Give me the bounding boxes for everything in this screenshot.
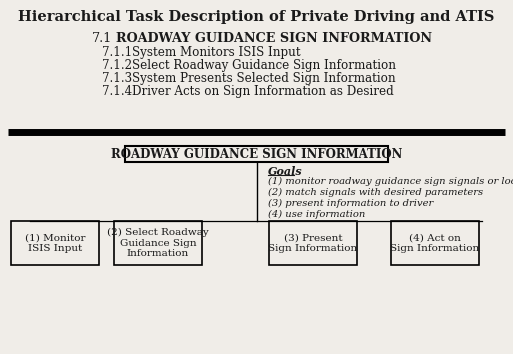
FancyBboxPatch shape <box>125 146 388 162</box>
Text: (1) monitor roadway guidance sign signals or location: (1) monitor roadway guidance sign signal… <box>268 177 513 186</box>
Text: 7.1.1: 7.1.1 <box>102 46 132 59</box>
Text: System Monitors ISIS Input: System Monitors ISIS Input <box>132 46 301 59</box>
Text: ROADWAY GUIDANCE SIGN INFORMATION: ROADWAY GUIDANCE SIGN INFORMATION <box>116 32 432 45</box>
FancyBboxPatch shape <box>11 221 99 265</box>
Text: (4) use information: (4) use information <box>268 210 365 219</box>
Text: System Presents Selected Sign Information: System Presents Selected Sign Informatio… <box>132 72 396 85</box>
Text: (2) match signals with desired parameters: (2) match signals with desired parameter… <box>268 188 483 197</box>
Text: (4) Act on
Sign Information: (4) Act on Sign Information <box>390 233 480 253</box>
FancyBboxPatch shape <box>269 221 357 265</box>
Text: (3) present information to driver: (3) present information to driver <box>268 199 433 208</box>
Text: 7.1: 7.1 <box>92 32 112 45</box>
Text: Goals: Goals <box>268 166 303 177</box>
Text: Hierarchical Task Description of Private Driving and ATIS: Hierarchical Task Description of Private… <box>18 10 494 24</box>
Text: Select Roadway Guidance Sign Information: Select Roadway Guidance Sign Information <box>132 59 396 72</box>
Text: 7.1.4: 7.1.4 <box>102 85 132 98</box>
FancyBboxPatch shape <box>114 221 202 265</box>
Text: (2) Select Roadway
Guidance Sign
Information: (2) Select Roadway Guidance Sign Informa… <box>107 228 209 258</box>
Text: (3) Present
Sign Information: (3) Present Sign Information <box>268 233 358 253</box>
Text: ROADWAY GUIDANCE SIGN INFORMATION: ROADWAY GUIDANCE SIGN INFORMATION <box>111 148 402 160</box>
Text: Driver Acts on Sign Information as Desired: Driver Acts on Sign Information as Desir… <box>132 85 394 98</box>
Text: 7.1.3: 7.1.3 <box>102 72 132 85</box>
Text: (1) Monitor
ISIS Input: (1) Monitor ISIS Input <box>25 233 85 253</box>
FancyBboxPatch shape <box>391 221 479 265</box>
Text: 7.1.2: 7.1.2 <box>102 59 132 72</box>
